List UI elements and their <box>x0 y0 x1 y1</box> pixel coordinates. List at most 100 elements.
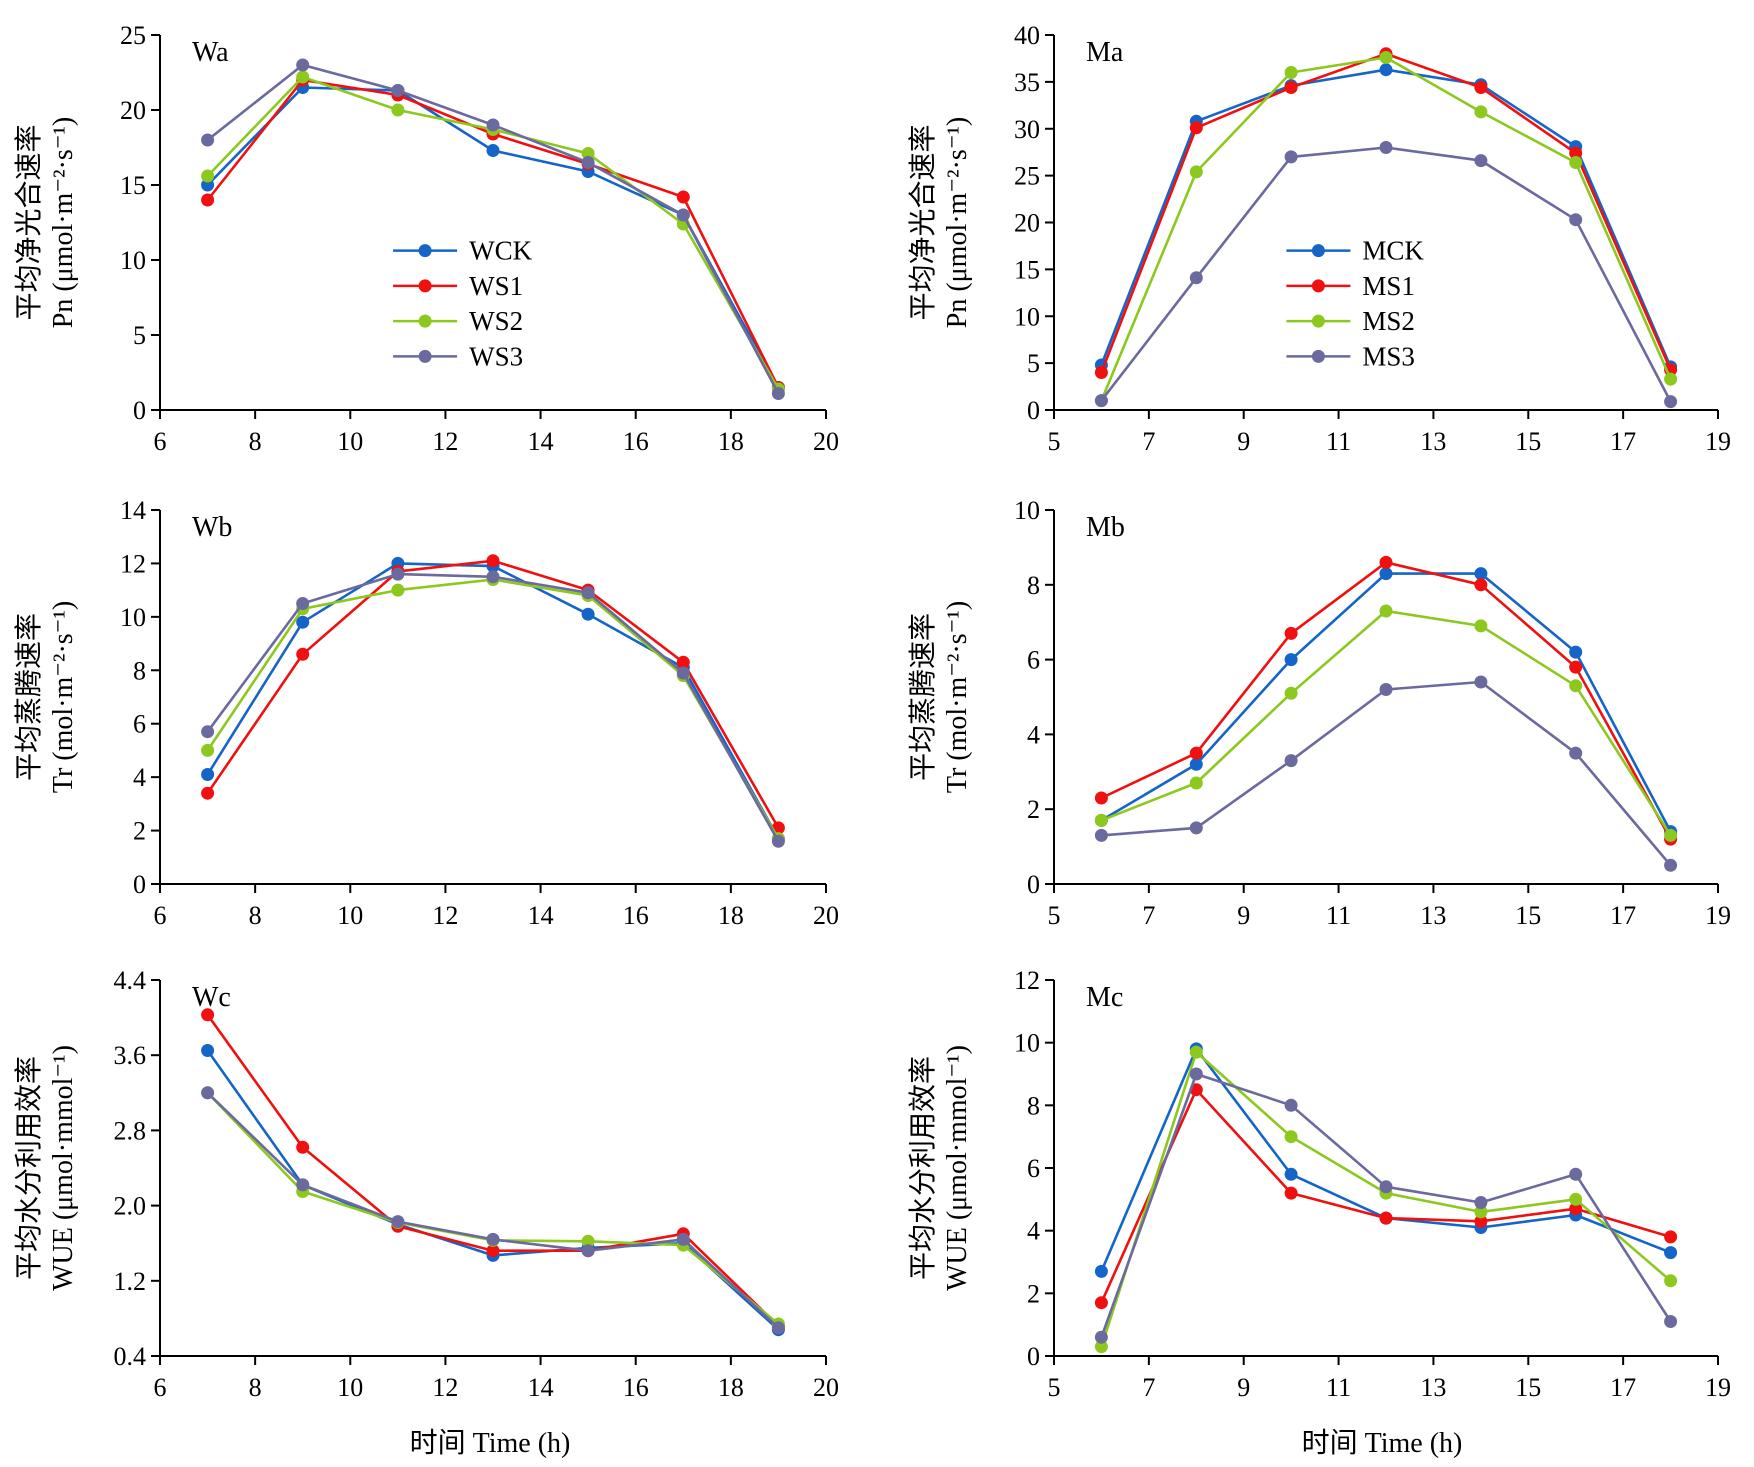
y-tick-label: 0.4 <box>114 1342 147 1371</box>
y-tick-label: 25 <box>120 21 146 50</box>
series-line <box>1100 609 1672 837</box>
data-point <box>201 768 215 781</box>
data-point <box>296 615 310 629</box>
x-axis-title-right: 时间 Time (h) <box>1302 1427 1463 1459</box>
x-tick-label: 13 <box>1420 901 1446 930</box>
series-WS2 <box>201 573 785 846</box>
data-point <box>201 133 215 147</box>
data-point <box>581 156 595 169</box>
data-point <box>296 1178 310 1192</box>
data-point <box>1664 395 1678 409</box>
data-point <box>1569 213 1583 227</box>
y-tick-label: 15 <box>1014 255 1040 284</box>
y-tick-label: 30 <box>1014 115 1040 144</box>
y-tick-label: 2.0 <box>114 1192 147 1221</box>
data-point <box>486 570 500 584</box>
data-point <box>771 387 785 400</box>
series-MS3 <box>1094 141 1678 409</box>
y-tick-label: 20 <box>1014 209 1040 238</box>
data-point <box>1664 828 1678 842</box>
series-WS3 <box>201 1086 785 1335</box>
y-axis-title-unit: Pn (μmol·m⁻²·s⁻¹) <box>942 117 973 328</box>
data-point <box>1569 645 1583 659</box>
y-tick-label: 5 <box>1027 349 1040 378</box>
data-point <box>1474 1214 1488 1228</box>
data-point <box>1379 567 1393 581</box>
x-tick-label: 7 <box>1142 1373 1155 1402</box>
x-tick-label: 14 <box>528 901 554 930</box>
panel-label: Wb <box>192 512 232 543</box>
series-line <box>206 562 780 840</box>
data-point <box>1094 813 1108 827</box>
series-MS3 <box>1094 675 1678 872</box>
x-tick-label: 5 <box>1048 901 1061 930</box>
y-tick-label: 4 <box>1027 1217 1040 1246</box>
series-line <box>206 1049 780 1331</box>
data-point <box>1284 81 1298 94</box>
x-tick-label: 11 <box>1326 427 1351 456</box>
x-tick-label: 7 <box>1142 901 1155 930</box>
data-point <box>201 1044 215 1057</box>
x-tick-label: 19 <box>1705 1373 1731 1402</box>
data-point <box>1474 1196 1488 1209</box>
x-tick-label: 6 <box>154 1373 167 1402</box>
data-point <box>1284 626 1298 640</box>
y-axis-title-unit: Tr (mol·m⁻²·s⁻¹) <box>942 601 973 793</box>
y-tick-label: 10 <box>1014 302 1040 331</box>
legend-label: MS2 <box>1362 306 1415 336</box>
y-tick-label: 12 <box>120 549 146 578</box>
y-tick-label: 25 <box>1014 162 1040 191</box>
data-point <box>1379 604 1393 618</box>
x-tick-label: 17 <box>1610 1373 1636 1402</box>
x-tick-label: 12 <box>432 1373 458 1402</box>
data-point <box>1474 675 1488 689</box>
x-tick-label: 7 <box>1142 427 1155 456</box>
data-point <box>1094 1264 1108 1278</box>
series-WS1 <box>201 554 785 835</box>
series-MS1 <box>1094 555 1678 846</box>
data-point <box>1094 394 1108 408</box>
y-axis-title-cn: 平均水分利用效率 <box>13 1056 45 1280</box>
data-point <box>1094 1330 1108 1344</box>
data-point <box>296 597 310 610</box>
panel-label: Mb <box>1086 512 1125 543</box>
data-point <box>771 1321 785 1335</box>
data-point <box>1189 746 1203 760</box>
data-point <box>1379 1180 1393 1194</box>
legend-marker <box>1311 244 1325 258</box>
data-point <box>391 103 405 117</box>
data-point <box>1474 567 1488 581</box>
y-tick-label: 8 <box>1027 571 1040 600</box>
x-tick-label: 9 <box>1237 1373 1250 1402</box>
data-point <box>1284 754 1298 768</box>
legend-marker <box>1311 279 1325 293</box>
data-point <box>1474 105 1488 119</box>
data-point <box>676 1232 690 1246</box>
data-point <box>676 655 690 669</box>
data-point <box>581 607 595 621</box>
data-point <box>201 1008 215 1022</box>
data-point <box>581 1244 595 1258</box>
x-tick-label: 19 <box>1705 901 1731 930</box>
data-point <box>1284 686 1298 700</box>
data-point <box>296 58 310 72</box>
panel-label: Wc <box>192 982 231 1013</box>
data-point <box>1379 63 1393 77</box>
y-tick-label: 4 <box>133 763 146 792</box>
series-MS2 <box>1094 604 1678 842</box>
y-tick-label: 8 <box>1027 1091 1040 1120</box>
y-axis-title-unit: Tr (mol·m⁻²·s⁻¹) <box>48 601 79 793</box>
x-tick-label: 13 <box>1420 1373 1446 1402</box>
data-point <box>771 834 785 848</box>
data-point <box>1189 165 1203 179</box>
data-point <box>1664 1315 1678 1328</box>
data-point <box>1569 156 1583 169</box>
data-point <box>1664 1230 1678 1244</box>
y-tick-label: 0 <box>133 396 146 425</box>
data-point <box>486 1244 500 1258</box>
y-tick-label: 40 <box>1014 21 1040 50</box>
series-MS2 <box>1094 1045 1678 1354</box>
data-point <box>1569 1192 1583 1206</box>
x-tick-label: 9 <box>1237 427 1250 456</box>
